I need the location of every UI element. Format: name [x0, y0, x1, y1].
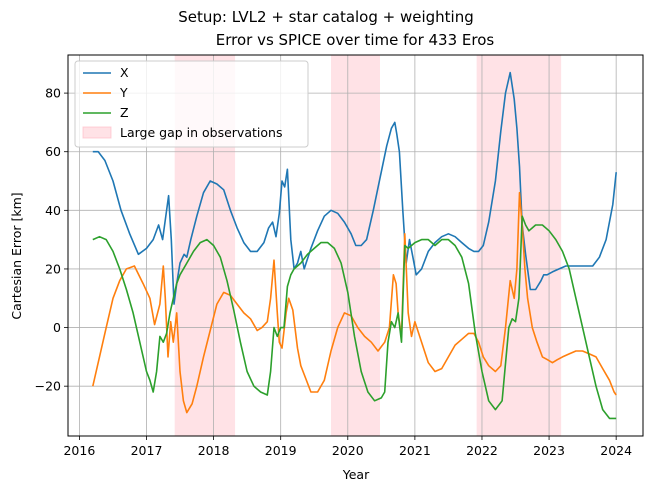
- series-line-y: [92, 191, 617, 414]
- y-axis-ticks: −20 0 20 40 60 80: [35, 86, 68, 394]
- legend-swatch-gap: [82, 126, 112, 139]
- x-axis-label: Year: [342, 467, 370, 482]
- x-tick-label: 2020: [332, 443, 364, 458]
- series-line-z: [92, 215, 617, 420]
- x-axis-ticks: 2016 2017 2018 2019 2020 2021 2022 2023 2024: [63, 436, 632, 458]
- x-tick-label: 2019: [265, 443, 297, 458]
- chart-suptitle: Setup: LVL2 + star catalog + weighting: [178, 8, 474, 26]
- series-layer: [92, 71, 617, 420]
- x-tick-label: 2023: [533, 443, 565, 458]
- legend-label-x: X: [120, 65, 129, 80]
- x-tick-label: 2018: [198, 443, 230, 458]
- x-tick-label: 2017: [131, 443, 163, 458]
- chart-title: Error vs SPICE over time for 433 Eros: [216, 31, 495, 49]
- legend-label-z: Z: [120, 105, 129, 120]
- y-tick-label: 20: [45, 261, 61, 276]
- y-axis-label: Cartesian Error [km]: [9, 192, 24, 319]
- legend: X Y Z Large gap in observations: [74, 60, 309, 148]
- plot-frame: [67, 54, 644, 437]
- y-tick-label: −20: [35, 379, 61, 394]
- legend-label-gap: Large gap in observations: [120, 125, 282, 140]
- y-tick-label: 0: [53, 320, 61, 335]
- gap-region-2: [476, 55, 562, 436]
- x-tick-label: 2016: [63, 443, 95, 458]
- x-tick-label: 2021: [399, 443, 431, 458]
- y-tick-label: 80: [45, 86, 61, 101]
- y-tick-label: 40: [45, 203, 61, 218]
- x-tick-label: 2022: [466, 443, 498, 458]
- legend-box: [74, 60, 309, 148]
- y-tick-label: 60: [45, 144, 61, 159]
- x-tick-label: 2024: [600, 443, 632, 458]
- legend-label-y: Y: [119, 85, 128, 100]
